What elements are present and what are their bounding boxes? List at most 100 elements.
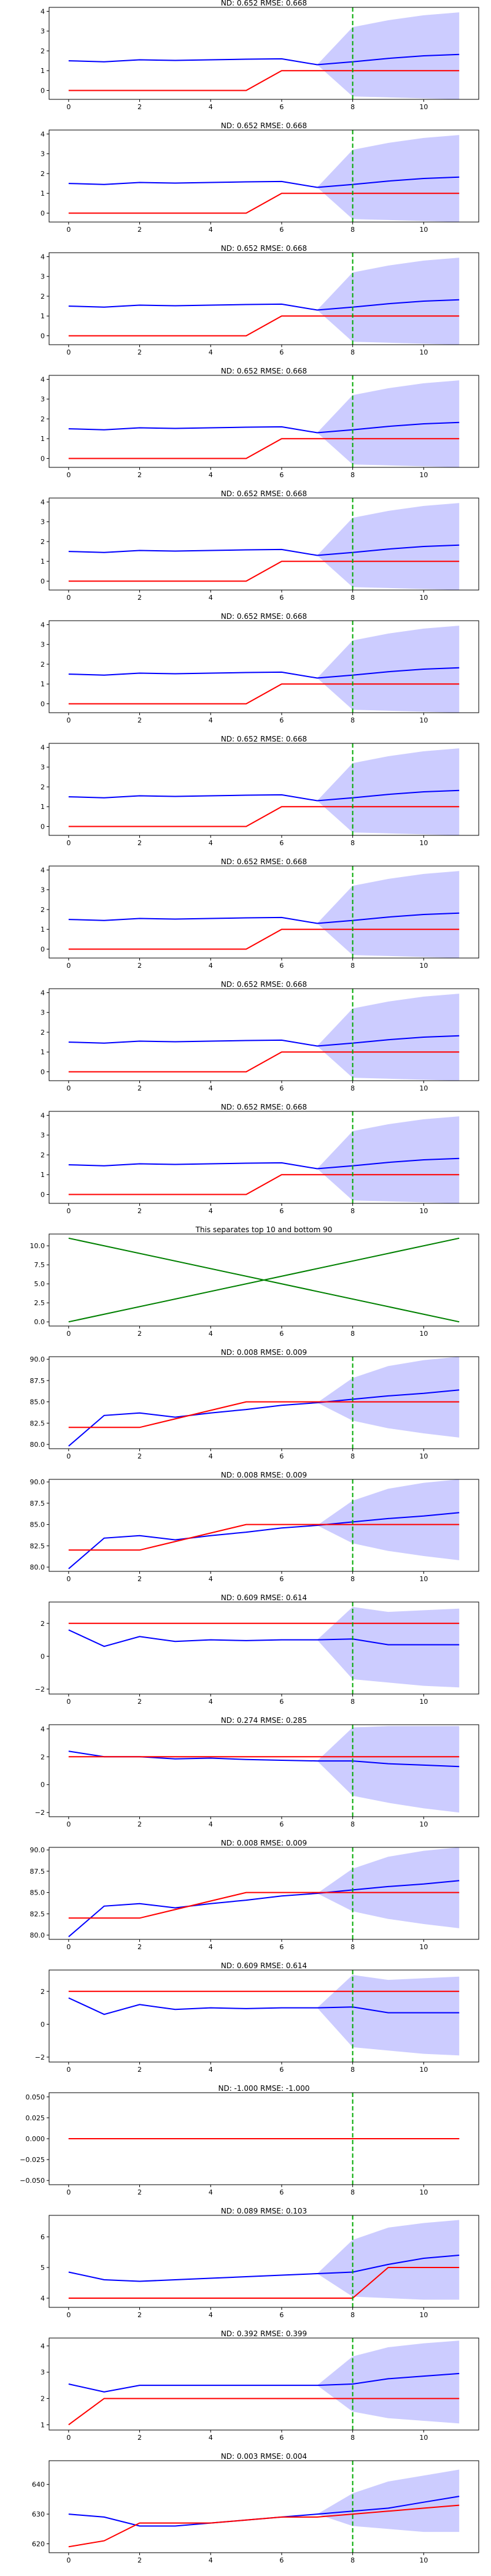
y-tick-label: 1 bbox=[41, 190, 45, 197]
y-tick-label: 1 bbox=[41, 680, 45, 688]
x-tick-label: 10 bbox=[419, 103, 428, 111]
y-tick-label: 82.5 bbox=[30, 1910, 45, 1918]
x-tick-label: 6 bbox=[279, 716, 284, 724]
chart-panel-9: ND: 0.652 RMSE: 0.668 0 2 4 6 8 10 0 1 2 3 4 bbox=[41, 980, 479, 1092]
axes-frame bbox=[48, 2215, 479, 2308]
y-tick-label: 90.0 bbox=[30, 1478, 45, 1486]
x-tick-label: 6 bbox=[279, 962, 284, 970]
chart-panel-14: ND: 0.609 RMSE: 0.614 0 2 4 6 8 10 −2 0 2 bbox=[35, 1593, 479, 1706]
series-line-actual bbox=[68, 1051, 460, 1073]
x-tick-label: 8 bbox=[350, 348, 355, 356]
x-tick-label: 2 bbox=[137, 1452, 142, 1460]
series-line-forecast bbox=[68, 421, 460, 434]
y-tick-label: 4 bbox=[41, 498, 45, 506]
panel-title: ND: 0.652 RMSE: 0.668 bbox=[221, 367, 307, 375]
x-tick-label: 8 bbox=[350, 2188, 355, 2196]
y-tick-label: 2 bbox=[41, 661, 45, 669]
x-tick-label: 10 bbox=[419, 1698, 428, 1706]
series-line-separator-2 bbox=[68, 1237, 460, 1323]
y-tick-label: 630 bbox=[32, 2510, 45, 2518]
x-tick-label: 6 bbox=[279, 594, 284, 602]
y-tick-label: 3 bbox=[41, 273, 45, 281]
uncertainty-band bbox=[317, 2340, 460, 2424]
y-tick-label: 2 bbox=[41, 783, 45, 791]
y-tick-label: 0.025 bbox=[26, 2114, 45, 2122]
axes-frame bbox=[48, 375, 479, 468]
y-tick-label: −0.050 bbox=[20, 2177, 45, 2185]
y-tick-label: 3 bbox=[41, 886, 45, 894]
y-tick-label: 2 bbox=[41, 1151, 45, 1159]
y-tick-label: 87.5 bbox=[30, 1500, 45, 1508]
uncertainty-band bbox=[317, 1479, 460, 1560]
x-tick-label: 10 bbox=[419, 1943, 428, 1951]
x-tick-label: 8 bbox=[350, 1330, 355, 1338]
chart-panel-21: ND: 0.003 RMSE: 0.004 0 2 4 6 8 10 620 630 640 bbox=[32, 2452, 479, 2564]
y-tick-label: 87.5 bbox=[30, 1868, 45, 1876]
x-tick-label: 10 bbox=[419, 594, 428, 602]
series-line-forecast bbox=[68, 667, 460, 679]
x-tick-label: 0 bbox=[66, 839, 71, 847]
y-tick-label: 2 bbox=[41, 1029, 45, 1037]
y-tick-label: 4 bbox=[41, 7, 45, 15]
y-tick-label: 2 bbox=[41, 538, 45, 546]
x-tick-label: 8 bbox=[350, 471, 355, 479]
x-tick-label: 10 bbox=[419, 1452, 428, 1460]
y-tick-label: 2.5 bbox=[34, 1299, 45, 1307]
x-tick-label: 8 bbox=[350, 1820, 355, 1828]
x-tick-label: 2 bbox=[137, 1575, 142, 1583]
y-tick-label: 3 bbox=[41, 396, 45, 404]
y-tick-label: 90.0 bbox=[30, 1355, 45, 1363]
series-line-actual bbox=[68, 683, 460, 705]
x-tick-label: 8 bbox=[350, 839, 355, 847]
y-tick-label: 2 bbox=[41, 1753, 45, 1761]
panel-title: ND: 0.003 RMSE: 0.004 bbox=[221, 2452, 307, 2461]
series-line-forecast bbox=[68, 1629, 460, 1647]
x-tick-label: 4 bbox=[209, 839, 213, 847]
chart-panel-8: ND: 0.652 RMSE: 0.668 0 2 4 6 8 10 0 1 2 3 4 bbox=[41, 857, 479, 970]
x-tick-label: 2 bbox=[137, 839, 142, 847]
x-tick-label: 2 bbox=[137, 1207, 142, 1215]
x-tick-label: 10 bbox=[419, 471, 428, 479]
y-tick-label: 4 bbox=[41, 2294, 45, 2302]
panel-title: ND: 0.652 RMSE: 0.668 bbox=[221, 612, 307, 621]
x-tick-label: 4 bbox=[209, 1452, 213, 1460]
x-tick-label: 2 bbox=[137, 103, 142, 111]
x-tick-label: 6 bbox=[279, 1820, 284, 1828]
axes-frame bbox=[48, 1601, 479, 1695]
x-tick-label: 4 bbox=[209, 1820, 213, 1828]
x-tick-label: 0 bbox=[66, 2311, 71, 2319]
x-tick-label: 0 bbox=[66, 1575, 71, 1583]
chart-panel-2: ND: 0.652 RMSE: 0.668 0 2 4 6 8 10 0 1 2 3 4 bbox=[41, 121, 479, 234]
x-tick-label: 0 bbox=[66, 2066, 71, 2074]
y-tick-label: 2 bbox=[41, 47, 45, 55]
series-line-actual bbox=[68, 2398, 460, 2426]
x-tick-label: 6 bbox=[279, 1330, 284, 1338]
x-tick-label: 2 bbox=[137, 2311, 142, 2319]
x-tick-label: 4 bbox=[209, 2311, 213, 2319]
x-tick-label: 8 bbox=[350, 226, 355, 234]
y-tick-label: 3 bbox=[41, 641, 45, 649]
axes-frame bbox=[48, 865, 479, 959]
series-line-actual bbox=[68, 2267, 460, 2299]
panel-title: ND: 0.609 RMSE: 0.614 bbox=[221, 1593, 307, 1602]
chart-panel-6: ND: 0.652 RMSE: 0.668 0 2 4 6 8 10 0 1 2 3 4 bbox=[41, 612, 479, 724]
x-tick-label: 8 bbox=[350, 594, 355, 602]
series-line-forecast bbox=[68, 2372, 460, 2393]
series-line-actual bbox=[68, 561, 460, 582]
x-tick-label: 6 bbox=[279, 226, 284, 234]
x-tick-label: 8 bbox=[350, 2311, 355, 2319]
y-tick-label: 4 bbox=[41, 743, 45, 751]
chart-panel-13: ND: 0.008 RMSE: 0.009 0 2 4 6 8 10 80.0 82.5 85.0… bbox=[30, 1471, 479, 1583]
y-tick-label: 0 bbox=[41, 1781, 45, 1789]
y-tick-label: 85.0 bbox=[30, 1889, 45, 1897]
x-tick-label: 10 bbox=[419, 716, 428, 724]
y-tick-label: 0 bbox=[41, 945, 45, 953]
x-tick-label: 8 bbox=[350, 716, 355, 724]
series-line-forecast bbox=[68, 53, 460, 66]
chart-panel-5: ND: 0.652 RMSE: 0.668 0 2 4 6 8 10 0 1 2 3 4 bbox=[41, 489, 479, 602]
y-tick-label: 2 bbox=[41, 170, 45, 178]
x-tick-label: 2 bbox=[137, 1820, 142, 1828]
x-tick-label: 10 bbox=[419, 1575, 428, 1583]
x-tick-label: 4 bbox=[209, 962, 213, 970]
y-tick-label: 7.5 bbox=[34, 1261, 45, 1269]
